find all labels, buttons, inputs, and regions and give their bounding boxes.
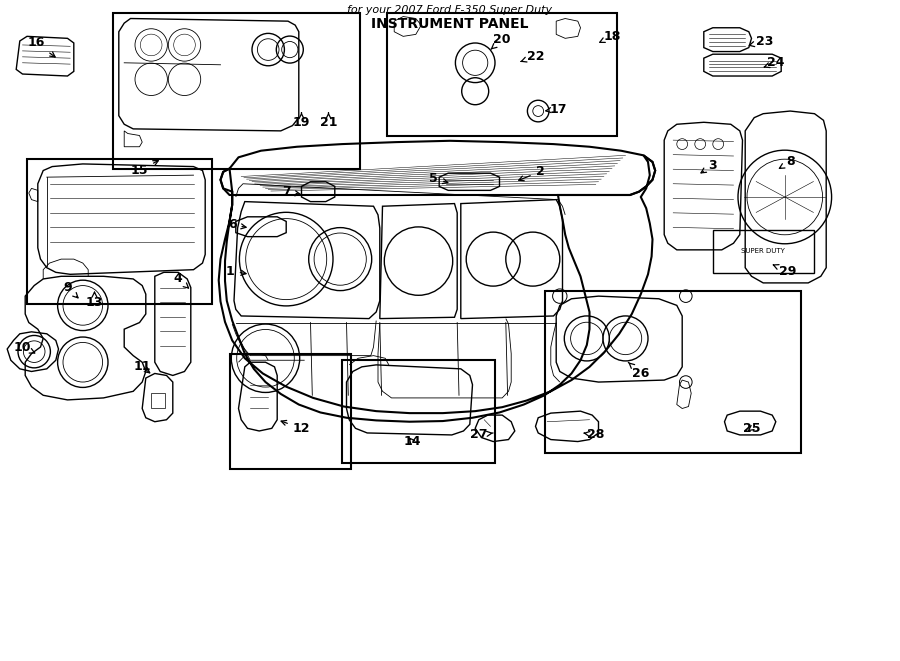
Text: 15: 15 xyxy=(130,161,158,177)
Text: 16: 16 xyxy=(27,36,55,57)
Text: 5: 5 xyxy=(429,172,448,185)
Text: INSTRUMENT PANEL: INSTRUMENT PANEL xyxy=(371,17,529,30)
Text: 18: 18 xyxy=(599,30,621,43)
Text: 28: 28 xyxy=(584,428,605,442)
Text: 9: 9 xyxy=(63,281,78,298)
Text: 23: 23 xyxy=(750,35,774,48)
Text: 12: 12 xyxy=(281,420,310,435)
Bar xyxy=(230,354,351,469)
Text: 17: 17 xyxy=(545,102,567,116)
Text: 25: 25 xyxy=(742,422,760,435)
Text: for your 2007 Ford F-350 Super Duty: for your 2007 Ford F-350 Super Duty xyxy=(347,5,553,15)
Bar xyxy=(387,13,616,136)
Bar xyxy=(112,13,360,169)
Text: 2: 2 xyxy=(518,165,544,180)
Text: 24: 24 xyxy=(764,56,785,69)
Bar xyxy=(151,393,165,408)
Text: 11: 11 xyxy=(133,360,151,373)
Text: 22: 22 xyxy=(521,50,544,63)
Text: 29: 29 xyxy=(773,264,796,278)
Bar xyxy=(27,159,212,304)
Text: 27: 27 xyxy=(470,428,493,442)
Bar xyxy=(713,230,814,273)
Text: 3: 3 xyxy=(701,159,717,173)
Text: 13: 13 xyxy=(86,292,104,309)
Text: 14: 14 xyxy=(403,435,421,448)
Text: 20: 20 xyxy=(491,33,511,49)
Bar xyxy=(342,360,495,463)
Text: 19: 19 xyxy=(292,113,310,129)
Text: 8: 8 xyxy=(779,155,795,169)
Text: SUPER DUTY: SUPER DUTY xyxy=(742,248,785,254)
Text: 7: 7 xyxy=(282,185,300,198)
Text: 21: 21 xyxy=(320,113,338,129)
Bar xyxy=(544,291,801,453)
Text: 4: 4 xyxy=(174,272,189,288)
Text: 10: 10 xyxy=(14,340,35,354)
Text: 26: 26 xyxy=(628,362,650,380)
Text: 1: 1 xyxy=(226,264,246,278)
Text: 6: 6 xyxy=(228,218,246,231)
